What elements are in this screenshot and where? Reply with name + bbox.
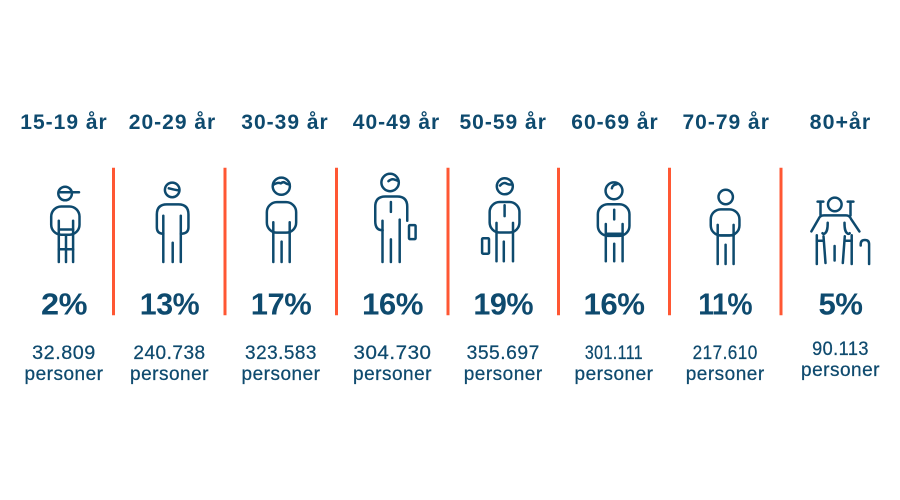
svg-text:304.730: 304.730 — [354, 343, 432, 364]
svg-text:40-49 år: 40-49 år — [353, 111, 440, 134]
svg-text:personer: personer — [801, 360, 880, 381]
svg-text:60-69 år: 60-69 år — [571, 111, 658, 134]
svg-text:32.809: 32.809 — [32, 343, 96, 364]
svg-text:15-19 år: 15-19 år — [20, 111, 107, 134]
svg-text:personer: personer — [686, 364, 765, 385]
svg-text:personer: personer — [575, 364, 654, 385]
svg-text:20-29 år: 20-29 år — [129, 111, 216, 134]
svg-text:19%: 19% — [473, 287, 533, 322]
svg-text:11%: 11% — [698, 287, 752, 322]
svg-text:personer: personer — [242, 364, 321, 385]
svg-text:2%: 2% — [41, 287, 87, 322]
svg-text:13%: 13% — [140, 287, 199, 322]
svg-text:50-59 år: 50-59 år — [459, 111, 546, 134]
svg-text:17%: 17% — [251, 287, 311, 322]
svg-text:30-39 år: 30-39 år — [241, 111, 328, 134]
svg-text:80+år: 80+år — [810, 111, 872, 134]
svg-text:301.111: 301.111 — [585, 343, 643, 364]
svg-text:5%: 5% — [819, 287, 863, 322]
svg-text:323.583: 323.583 — [245, 343, 317, 364]
svg-text:240.738: 240.738 — [133, 343, 205, 364]
svg-text:16%: 16% — [362, 287, 423, 322]
svg-text:16%: 16% — [584, 287, 645, 322]
svg-text:personer: personer — [464, 364, 543, 385]
svg-text:personer: personer — [130, 364, 209, 385]
svg-text:90.113: 90.113 — [812, 339, 869, 360]
svg-text:personer: personer — [25, 364, 104, 385]
svg-text:personer: personer — [353, 364, 432, 385]
svg-text:70-79 år: 70-79 år — [682, 111, 769, 134]
svg-text:217.610: 217.610 — [693, 343, 758, 364]
svg-text:355.697: 355.697 — [467, 343, 540, 364]
